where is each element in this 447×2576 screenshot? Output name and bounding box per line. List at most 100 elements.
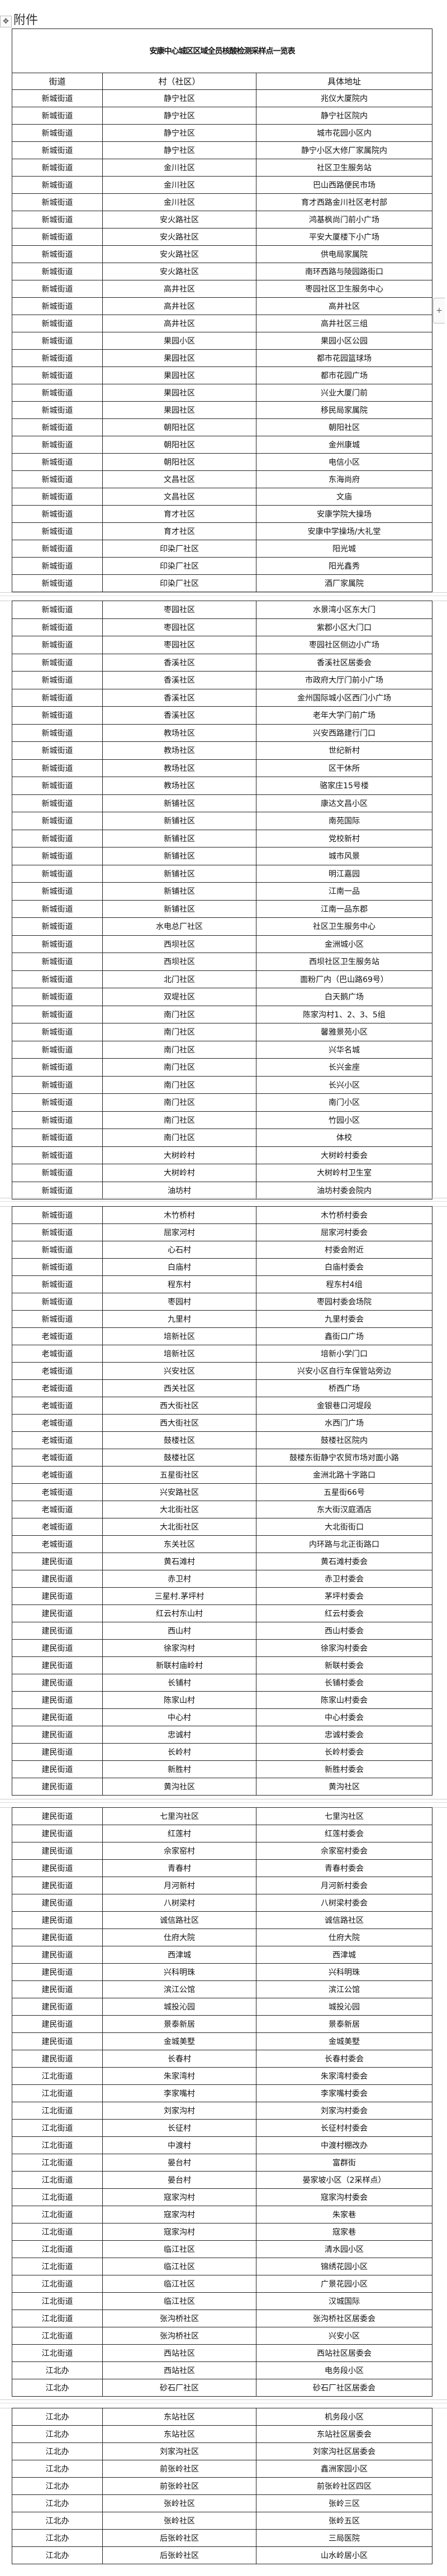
cell-address: 新联村委会 xyxy=(256,1656,432,1674)
cell-street: 新城街道 xyxy=(12,723,103,742)
table-row: 新城街道 南门社区 长兴小区 xyxy=(12,1075,432,1094)
cell-street: 新城街道 xyxy=(12,1223,103,1241)
cell-street: 新城街道 xyxy=(12,1129,103,1147)
table-row: 江北街道 晏台村 富群街 xyxy=(12,2154,432,2172)
plus-icon[interactable]: + xyxy=(433,298,445,323)
cell-village: 枣园社区 xyxy=(102,636,256,654)
cell-address: 西站社区居委会 xyxy=(256,2344,432,2362)
table-row: 江北街道 临江社区 广景花园小区 xyxy=(12,2275,432,2293)
cell-village: 城投沁园 xyxy=(102,1998,256,2016)
cell-address: 桥西广场 xyxy=(256,1379,432,1397)
cell-village: 陈家山村 xyxy=(102,1691,256,1709)
cell-street: 建民街道 xyxy=(12,1743,103,1761)
cell-address: 油坊村委会院内 xyxy=(256,1181,432,1199)
table-row: 新城街道 教场社区 骆家庄15号楼 xyxy=(12,777,432,795)
table-page-3: 新城街道 木竹桥村 木竹桥村委会 新城街道 屈家河村 屈家河村委会 新城街道 心石村 村委会附近… xyxy=(12,1206,432,1796)
table-row: 新城街道 南门社区 兴华名城 xyxy=(12,1040,432,1059)
cell-address: 电信小区 xyxy=(256,453,432,471)
table-row: 老城街道 兴安社区 兴安小区自行车保管站旁边 xyxy=(12,1362,432,1380)
table-row: 新城街道 枣园社区 枣园社区侧边小广场 xyxy=(12,636,432,654)
table-row: 新城街道 南门社区 竹园小区 xyxy=(12,1111,432,1129)
cell-street: 建民街道 xyxy=(12,1859,103,1877)
cell-address: 金洲城小区 xyxy=(256,935,432,953)
cell-village: 西坝社区 xyxy=(102,935,256,953)
table-row: 新城街道 果园社区 移民局家属院 xyxy=(12,401,432,419)
cell-street: 老城街道 xyxy=(12,1535,103,1553)
cell-address: 东海尚府 xyxy=(256,470,432,488)
cell-village: 西大街社区 xyxy=(102,1414,256,1432)
cell-street: 新城街道 xyxy=(12,436,103,454)
cell-address: 安康学院大操场 xyxy=(256,505,432,523)
cell-village: 中渡村 xyxy=(102,2136,256,2154)
cell-village: 南门社区 xyxy=(102,1093,256,1112)
cell-village: 临江社区 xyxy=(102,2240,256,2258)
cell-address: 西坝社区卫生服务站 xyxy=(256,953,432,971)
move-handle-icon[interactable]: ✥ xyxy=(0,16,12,27)
cell-address: 金州康城 xyxy=(256,436,432,454)
cell-street: 老城街道 xyxy=(12,1483,103,1501)
cell-street: 新城街道 xyxy=(12,741,103,760)
table-row: 江北街道 晏台村 晏家坡小区（2采样点） xyxy=(12,2171,432,2189)
table-row: 新城街道 金川社区 社区卫生服务站 xyxy=(12,159,432,177)
cell-street: 建民街道 xyxy=(12,1778,103,1796)
cell-address: 长兴金座 xyxy=(256,1058,432,1077)
cell-street: 江北办 xyxy=(12,2546,103,2564)
column-header-village: 村（社区） xyxy=(102,73,256,90)
cell-address: 景泰新居 xyxy=(256,2015,432,2033)
cell-address: 陈家沟村1、2、3、5组 xyxy=(256,1005,432,1023)
cell-address: 香溪社区居委会 xyxy=(256,653,432,672)
table-row: 新城街道 新铺社区 城市风景 xyxy=(12,847,432,865)
cell-street: 建民街道 xyxy=(12,1726,103,1744)
cell-address: 三局医院 xyxy=(256,2529,432,2547)
cell-village: 张岭社区 xyxy=(102,2512,256,2530)
cell-street: 新城街道 xyxy=(12,653,103,672)
cell-village: 鼓楼社区 xyxy=(102,1431,256,1449)
cell-village: 南门社区 xyxy=(102,1075,256,1094)
cell-street: 江北街道 xyxy=(12,2102,103,2120)
column-header-address: 具体地址 xyxy=(256,73,432,90)
table-row: 新城街道 果园小区 果园小区公园 xyxy=(12,332,432,350)
cell-address: 金洲北路十字路口 xyxy=(256,1466,432,1484)
cell-village: 朝阳社区 xyxy=(102,436,256,454)
table-row: 江北办 砂石厂社区 砂石厂社区居委会 xyxy=(12,2379,432,2397)
cell-village: 新联村庙岭村 xyxy=(102,1656,256,1674)
cell-village: 南门社区 xyxy=(102,1129,256,1147)
cell-address: 机务段小区 xyxy=(256,2408,432,2426)
cell-village: 安火路社区 xyxy=(102,228,256,246)
cell-village: 静宁社区 xyxy=(102,107,256,125)
table-row: 新城街道 文昌社区 东海尚府 xyxy=(12,470,432,488)
table-row: 江北街道 寇家沟村 寇家沟村委会 xyxy=(12,2188,432,2206)
cell-street: 新城街道 xyxy=(12,211,103,228)
cell-address: 兴安小区 xyxy=(256,2327,432,2345)
table-row: 江北街道 临江社区 清水园小区 xyxy=(12,2240,432,2258)
cell-street: 新城街道 xyxy=(12,228,103,246)
cell-street: 新城街道 xyxy=(12,935,103,953)
cell-address: 枣园社区侧边小广场 xyxy=(256,636,432,654)
cell-village: 前张岭社区 xyxy=(102,2477,256,2495)
table-row: 江北街道 张沟桥社区 张沟桥社区居委会 xyxy=(12,2310,432,2327)
cell-address: 市政府大厅门前小广场 xyxy=(256,671,432,689)
table-row: 建民街道 陈家山村 陈家山村委会 xyxy=(12,1691,432,1709)
table-row: 老城街道 西大街社区 金银巷口河堤段 xyxy=(12,1397,432,1415)
cell-village: 大北街社区 xyxy=(102,1518,256,1536)
table-row: 新城街道 双堤社区 白天鹅广场 xyxy=(12,988,432,1006)
cell-street: 新城街道 xyxy=(12,953,103,971)
cell-village: 枣园村 xyxy=(102,1293,256,1311)
cell-address: 红云村委会 xyxy=(256,1604,432,1622)
table-row: 老城街道 西大街社区 水西门广场 xyxy=(12,1414,432,1432)
cell-village: 临江社区 xyxy=(102,2275,256,2293)
cell-village: 香溪社区 xyxy=(102,671,256,689)
cell-address: 老年大学门前广场 xyxy=(256,706,432,725)
cell-street: 建民街道 xyxy=(12,1911,103,1929)
cell-address: 九里村委会 xyxy=(256,1310,432,1328)
cell-address: 李家嘴村委会 xyxy=(256,2084,432,2102)
cell-address: 白天鹅广场 xyxy=(256,988,432,1006)
table-row: 新城街道 果园社区 兴业大厦门前 xyxy=(12,384,432,402)
cell-street: 建民街道 xyxy=(12,2015,103,2033)
cell-street: 新城街道 xyxy=(12,263,103,280)
cell-address: 明江嘉园 xyxy=(256,864,432,883)
cell-street: 新城街道 xyxy=(12,759,103,777)
table-row: 新城街道 水电总厂社区 社区卫生服务中心 xyxy=(12,917,432,936)
cell-address: 城市风景 xyxy=(256,847,432,865)
cell-village: 朱家湾村 xyxy=(102,2067,256,2085)
